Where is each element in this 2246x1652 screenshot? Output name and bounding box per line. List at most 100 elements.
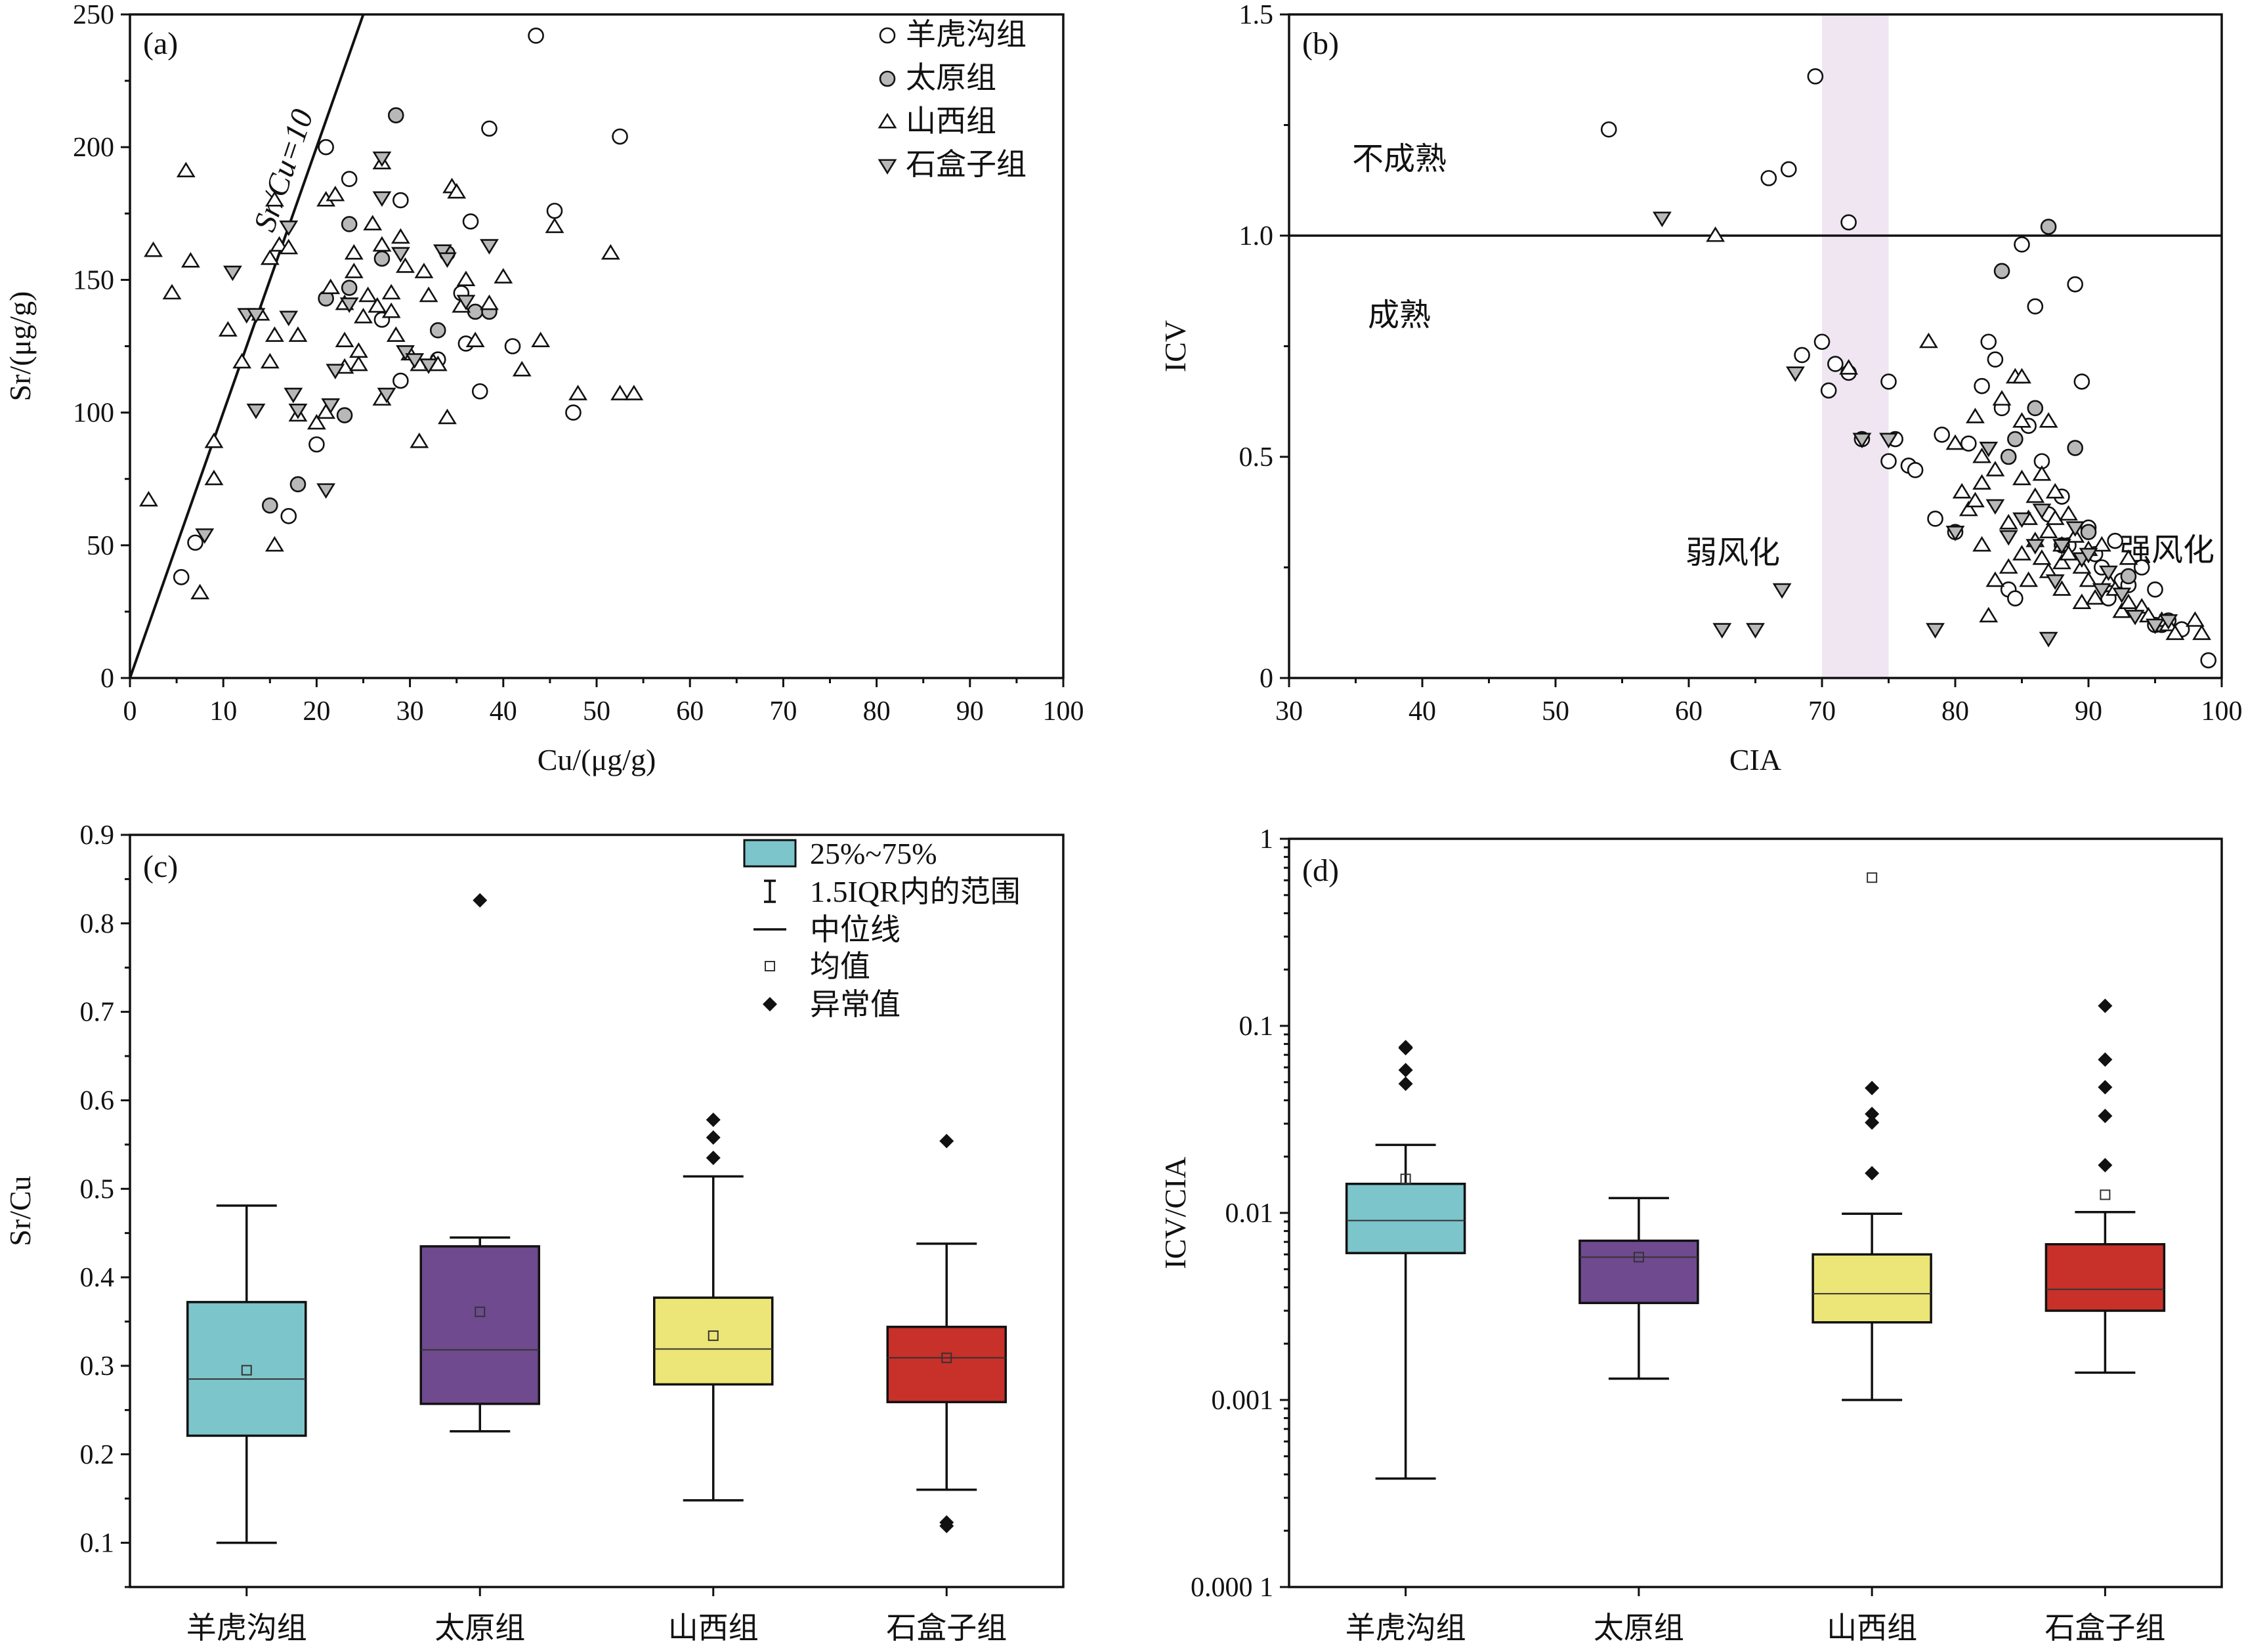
legend-label-a-2: 山西组: [906, 104, 996, 138]
point-b-2: [1966, 408, 1985, 423]
point-b-2: [1972, 536, 1992, 552]
point-b-2: [2052, 553, 2071, 570]
point-b-1: [1993, 263, 2010, 280]
box-group-c-2: [653, 1112, 774, 1502]
point-b-3: [2045, 574, 2065, 590]
point-a-2: [368, 297, 387, 313]
x-tick-label-b: 90: [2075, 696, 2102, 727]
mean-marker: [1633, 1252, 1644, 1263]
point-a-0: [308, 436, 325, 453]
point-b-2: [1985, 461, 2005, 477]
point-b-1: [2027, 400, 2044, 417]
y-tick-label-d: 0.001: [1212, 1386, 1274, 1416]
point-a-2: [288, 326, 308, 342]
point-b-3: [1979, 441, 1999, 457]
point-a-3: [195, 528, 215, 544]
point-b-2: [1999, 558, 2018, 574]
y-tick-label-c: 0.8: [80, 909, 115, 939]
point-a-1: [289, 476, 307, 493]
box-group-c-1: [419, 893, 540, 1433]
point-a-2: [624, 385, 644, 400]
mean-marker: [1400, 1174, 1411, 1185]
point-a-2: [480, 294, 499, 310]
point-a-1: [261, 497, 278, 514]
point-a-3: [480, 239, 499, 255]
y-tick-label-b: 1.0: [1239, 221, 1274, 251]
point-a-2: [531, 331, 551, 347]
point-b-2: [2085, 589, 2105, 605]
point-a-2: [386, 326, 406, 342]
point-a-2: [358, 286, 378, 303]
point-a-2: [176, 161, 196, 178]
point-a-2: [260, 352, 280, 369]
outlier-marker: [2098, 1080, 2113, 1095]
point-a-0: [462, 213, 479, 230]
point-a-2: [265, 326, 284, 342]
point-b-2: [1918, 332, 1938, 349]
point-a-3: [433, 244, 452, 260]
point-a-0: [187, 534, 203, 551]
point-b-0: [2073, 373, 2090, 390]
outlier-marker: [706, 1130, 721, 1145]
legend-marker-a-0: [879, 27, 896, 44]
box-group-d-0: [1345, 1040, 1466, 1480]
x-category-label-d: 石盒子组: [2045, 1611, 2165, 1645]
point-b-0: [2147, 581, 2163, 598]
point-b-0: [1807, 68, 1824, 85]
point-b-3: [2146, 618, 2165, 635]
outlier-marker: [2098, 998, 2113, 1013]
point-b-3: [1945, 526, 1965, 541]
point-b-3: [2159, 614, 2178, 630]
y-tick-label-d: 1: [1260, 824, 1273, 855]
point-b-2: [2112, 602, 2132, 618]
point-b-1: [2040, 219, 2057, 235]
point-b-2: [2072, 593, 2092, 609]
point-b-2: [2012, 545, 2031, 561]
iqr-box: [186, 1301, 307, 1437]
point-a-3: [246, 308, 266, 324]
point-b-2: [2165, 624, 2185, 641]
weathering-band: [1822, 14, 1889, 678]
point-a-2: [204, 469, 224, 486]
legend-label-c-4: 异常值: [810, 988, 901, 1021]
point-a-2: [601, 244, 620, 260]
point-b-2: [2059, 545, 2078, 561]
annotation-b-1: 成熟: [1368, 298, 1431, 333]
mean-marker: [475, 1306, 486, 1317]
x-tick-label-a: 90: [956, 696, 984, 727]
point-a-2: [307, 413, 326, 430]
point-a-1: [429, 322, 446, 339]
point-b-3: [2099, 565, 2118, 582]
x-tick-label-a: 0: [123, 696, 137, 727]
point-a-2: [494, 268, 513, 284]
point-b-0: [2200, 652, 2216, 669]
iqr-box: [1812, 1253, 1932, 1324]
point-b-0: [1974, 377, 1990, 394]
point-a-3: [396, 345, 415, 361]
mean-marker: [241, 1365, 252, 1376]
y-tick-label-a: 200: [73, 133, 114, 163]
y-tick-label-c: 0.2: [80, 1440, 115, 1470]
point-a-2: [456, 270, 476, 286]
point-b-2: [2012, 368, 2031, 384]
legend-box-swatch: [743, 839, 797, 868]
panel-label-c: (c): [143, 849, 178, 884]
plot-frame-c: [129, 834, 1065, 1588]
point-b-2: [2045, 482, 2065, 499]
point-a-3: [316, 483, 336, 499]
outlier-marker: [1398, 1040, 1413, 1055]
x-axis-label-a: Cu/(μg/g): [538, 743, 656, 776]
point-b-0: [2027, 298, 2044, 315]
point-b-3: [2092, 583, 2111, 599]
point-a-0: [612, 128, 628, 145]
point-b-3: [1852, 433, 1872, 449]
point-b-2: [2079, 571, 2098, 587]
mean-marker: [708, 1330, 719, 1342]
point-b-0: [1880, 373, 1897, 390]
x-tick-label-b: 50: [1542, 696, 1569, 727]
outlier-marker: [1865, 1166, 1880, 1181]
point-a-1: [387, 107, 404, 123]
point-a-0: [504, 338, 521, 354]
point-b-3: [2052, 539, 2071, 555]
y-tick-label-a: 50: [87, 531, 114, 561]
